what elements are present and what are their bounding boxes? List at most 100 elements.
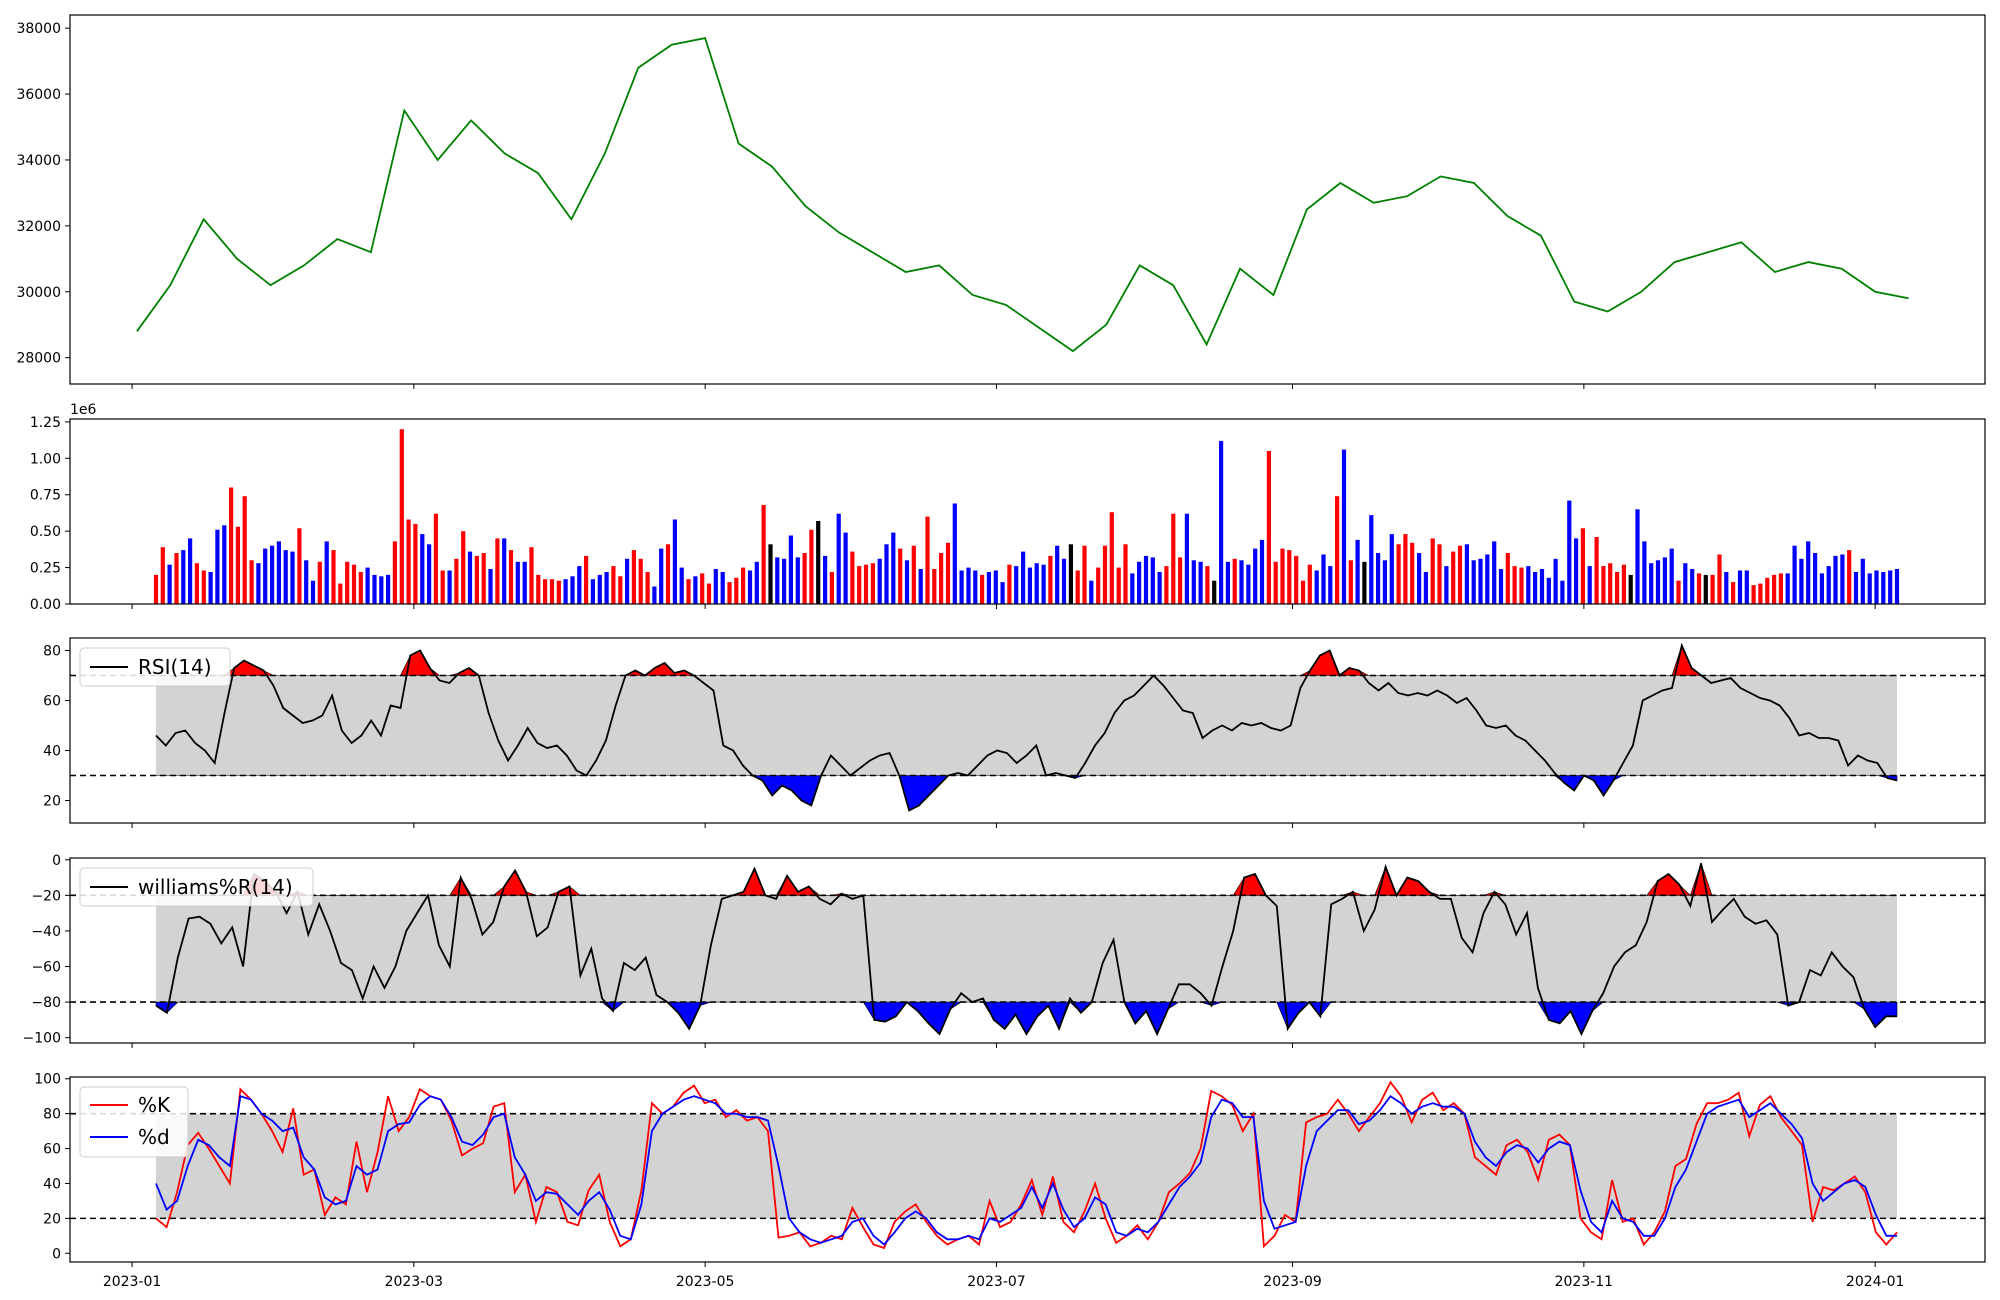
volume-bar xyxy=(1444,566,1449,604)
y-tick-label: −100 xyxy=(23,1031,61,1047)
volume-bar xyxy=(1888,570,1893,604)
oversold-fill xyxy=(155,1001,1898,1035)
volume-bar xyxy=(1389,534,1394,604)
volume-bar xyxy=(1799,558,1804,604)
volume-bar xyxy=(386,574,391,604)
volume-bar xyxy=(543,579,548,604)
volume-bar xyxy=(556,580,561,604)
volume-bar xyxy=(1642,541,1647,604)
y-tick-label: 60 xyxy=(43,694,61,710)
plot-frame xyxy=(69,637,1986,824)
volume-bar xyxy=(215,529,220,604)
volume-bar xyxy=(235,526,240,604)
volume-bar xyxy=(317,561,322,604)
volume-bar xyxy=(392,541,397,604)
volume-bar xyxy=(925,516,930,604)
volume-bar xyxy=(1826,566,1831,604)
volume-bar xyxy=(618,576,623,604)
volume-bar xyxy=(898,548,903,604)
y-tick-label: 1.00 xyxy=(30,451,61,467)
volume-offset-label: 1e6 xyxy=(70,402,97,418)
volume-bar xyxy=(1867,573,1872,604)
volume-bar xyxy=(1519,567,1524,604)
volume-bar xyxy=(563,579,568,604)
volume-bar xyxy=(1137,561,1142,604)
volume-bar xyxy=(358,572,363,604)
x-tick-label: 2023-03 xyxy=(385,1274,444,1290)
volume-bar xyxy=(229,487,234,604)
y-tick-label: 40 xyxy=(43,1176,61,1192)
rsi-panel: 20 40 60 80 RSI(14) xyxy=(43,637,1986,828)
y-tick-label: 28000 xyxy=(16,351,61,367)
volume-bar xyxy=(1696,573,1702,604)
volume-bar xyxy=(1737,570,1743,604)
volume-bar xyxy=(181,550,186,604)
volume-bar xyxy=(263,548,268,604)
volume-bar xyxy=(194,563,199,604)
volume-bar xyxy=(1724,572,1729,604)
volume-bar xyxy=(570,576,575,604)
volume-bar xyxy=(1683,563,1688,604)
volume-bar xyxy=(1471,560,1476,604)
volume-bar xyxy=(1778,573,1783,604)
volume-bar xyxy=(188,538,193,604)
volume-bar xyxy=(153,574,159,604)
volume-bar xyxy=(297,528,302,604)
volume-bar xyxy=(1191,560,1196,604)
volume-bar xyxy=(1335,496,1340,604)
volume-bar xyxy=(1034,563,1039,604)
indicator-line xyxy=(155,863,1897,1037)
volume-bar xyxy=(734,577,739,604)
volume-bar xyxy=(795,557,800,604)
x-tick-label: 2024-01 xyxy=(1846,1274,1905,1290)
volume-bar xyxy=(577,566,582,604)
volume-bar xyxy=(515,561,520,604)
volume-bar xyxy=(1655,560,1661,604)
volume-bar xyxy=(836,513,841,604)
volume-bar xyxy=(399,429,404,604)
volume-bar xyxy=(1608,563,1613,604)
volume-bar xyxy=(270,545,275,604)
plot-frame xyxy=(69,857,1986,1044)
volume-bar xyxy=(1014,566,1019,604)
volume-bar xyxy=(611,566,616,604)
volume-bar xyxy=(816,521,821,604)
y-tick-label: 34000 xyxy=(16,153,61,169)
volume-bar xyxy=(427,544,432,604)
volume-bar xyxy=(1068,544,1073,604)
plot-frame xyxy=(69,418,1986,605)
volume-bar xyxy=(1082,545,1087,604)
volume-bar xyxy=(973,570,978,604)
volume-bar xyxy=(597,574,602,604)
volume-bar xyxy=(1369,515,1374,604)
volume-bar xyxy=(1410,542,1415,604)
volume-bar xyxy=(290,551,295,604)
volume-bar xyxy=(324,541,329,604)
volume-bar xyxy=(672,519,677,604)
y-tick-label: 38000 xyxy=(16,21,61,37)
volume-bar xyxy=(1710,574,1715,604)
volume-bar xyxy=(1376,553,1381,604)
volume-bar xyxy=(980,574,985,604)
volume-bar xyxy=(522,561,527,604)
volume-bar xyxy=(474,555,479,604)
volume-bar xyxy=(1355,539,1360,604)
volume-bar xyxy=(1744,570,1749,604)
volume-bar xyxy=(1860,558,1865,604)
volume-bar xyxy=(283,550,288,604)
volume-bar xyxy=(1089,580,1094,604)
volume-bar xyxy=(242,496,247,604)
y-tick-label: 0.75 xyxy=(30,488,61,504)
volume-bar xyxy=(863,564,869,604)
volume-bar xyxy=(1157,572,1162,604)
volume-bar xyxy=(454,558,459,604)
volume-bar xyxy=(379,576,384,604)
volume-bar xyxy=(351,564,357,604)
volume-bar xyxy=(1806,541,1811,604)
volume-bar xyxy=(802,553,807,604)
volume-bar xyxy=(1601,566,1606,604)
volume-bar xyxy=(1178,557,1183,604)
y-tick-label: 0 xyxy=(52,1246,61,1262)
volume-bar xyxy=(1628,574,1633,604)
volume-bar xyxy=(1751,585,1756,604)
